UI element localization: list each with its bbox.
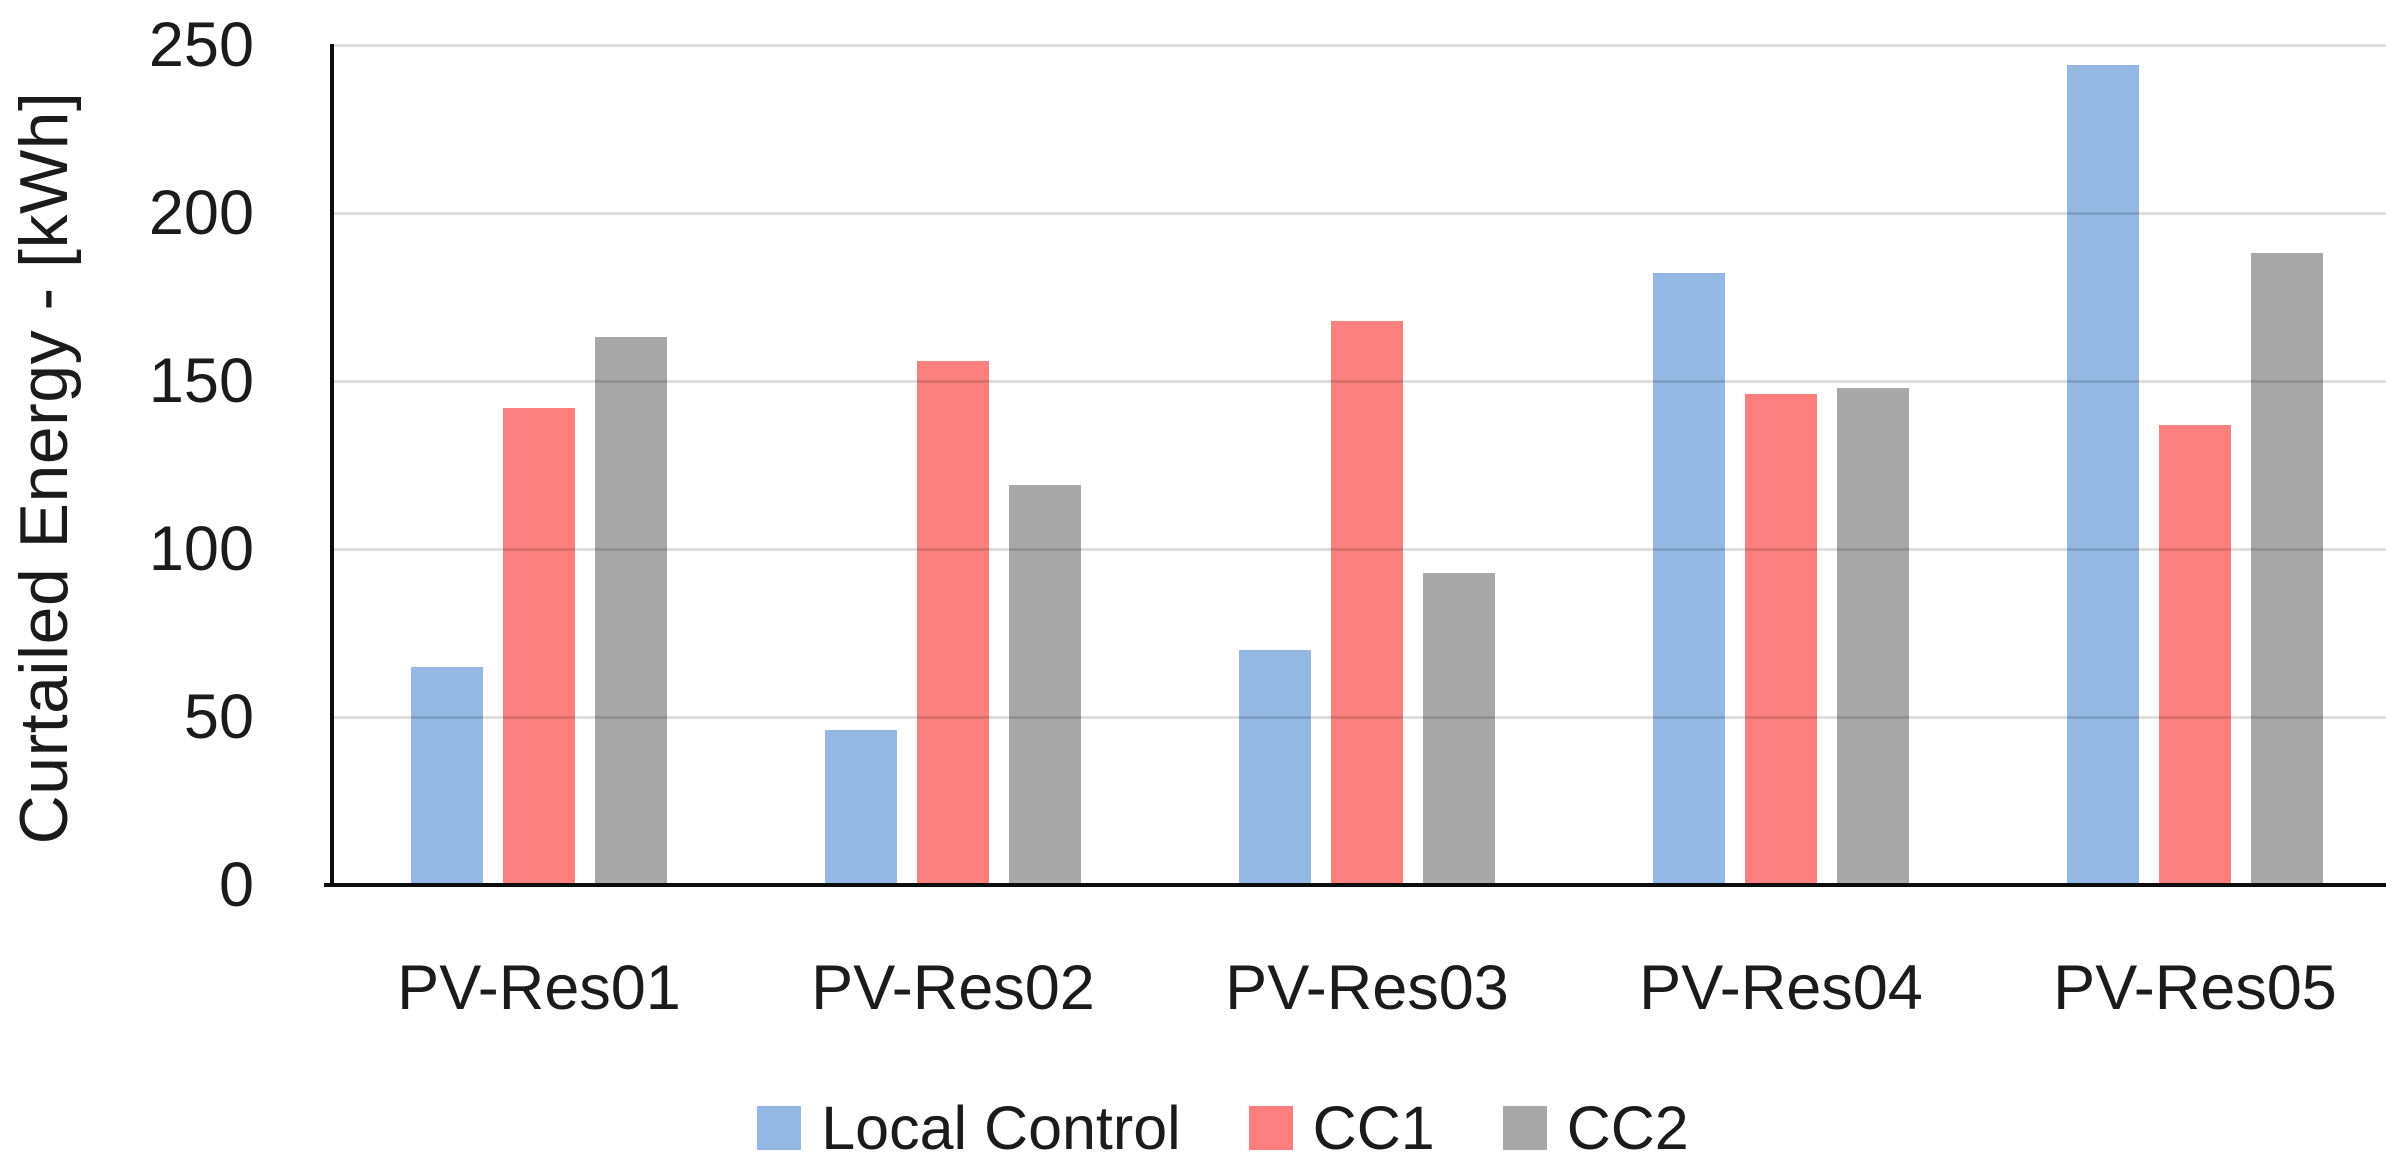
bar-cc1-pv-res03 [1331,320,1403,885]
bar-local-control-pv-res05 [2067,65,2139,885]
bar-local-control-pv-res01 [411,666,483,885]
legend-label-cc2: CC2 [1566,1094,1689,1162]
legend-item-cc1: CC1 [1248,1093,1435,1163]
bar-local-control-pv-res03 [1239,649,1311,885]
legend-label-local-control: Local Control [821,1094,1181,1162]
gridline-50 [332,716,2386,719]
plot-area [324,44,2386,887]
legend-label-cc1: CC1 [1312,1094,1435,1162]
x-axis-label-pv-res03: PV-Res03 [1225,953,1509,1023]
y-tick-label-0: 0 [218,850,254,920]
bar-cc1-pv-res04 [1745,394,1817,885]
y-tick-label-100: 100 [148,514,254,584]
gridline-150 [332,380,2386,383]
legend-item-local-control: Local Control [757,1093,1181,1163]
bar-cc2-pv-res05 [2251,253,2323,885]
x-axis-label-pv-res01: PV-Res01 [397,953,681,1023]
gridline-100 [332,548,2386,551]
bar-local-control-pv-res02 [825,730,897,885]
bar-cc1-pv-res01 [503,407,575,885]
bar-cc2-pv-res04 [1837,387,1909,885]
legend-swatch-cc2 [1502,1106,1547,1150]
bar-cc1-pv-res02 [917,360,989,885]
legend-swatch-cc1 [1248,1106,1293,1150]
y-axis-line [330,44,334,885]
gridline-250 [332,44,2386,47]
bar-cc2-pv-res01 [595,337,667,885]
legend-swatch-local-control [757,1106,802,1150]
legend-item-cc2: CC2 [1502,1093,1689,1163]
bar-cc2-pv-res02 [1009,485,1081,885]
y-tick-label-200: 200 [148,178,254,248]
legend: Local Control CC1 CC2 [30,1093,2386,1163]
bar-cc1-pv-res05 [2159,424,2231,885]
y-tick-label-150: 150 [148,346,254,416]
x-axis-label-pv-res04: PV-Res04 [1639,953,1923,1023]
x-axis-label-pv-res05: PV-Res05 [2053,953,2337,1023]
bar-cc2-pv-res03 [1423,572,1495,885]
gridline-200 [332,212,2386,215]
x-axis-label-pv-res02: PV-Res02 [811,953,1095,1023]
x-axis-line [324,883,2386,887]
y-tick-label-50: 50 [183,682,254,752]
y-tick-label-250: 250 [148,10,254,80]
bar-local-control-pv-res04 [1653,273,1725,885]
